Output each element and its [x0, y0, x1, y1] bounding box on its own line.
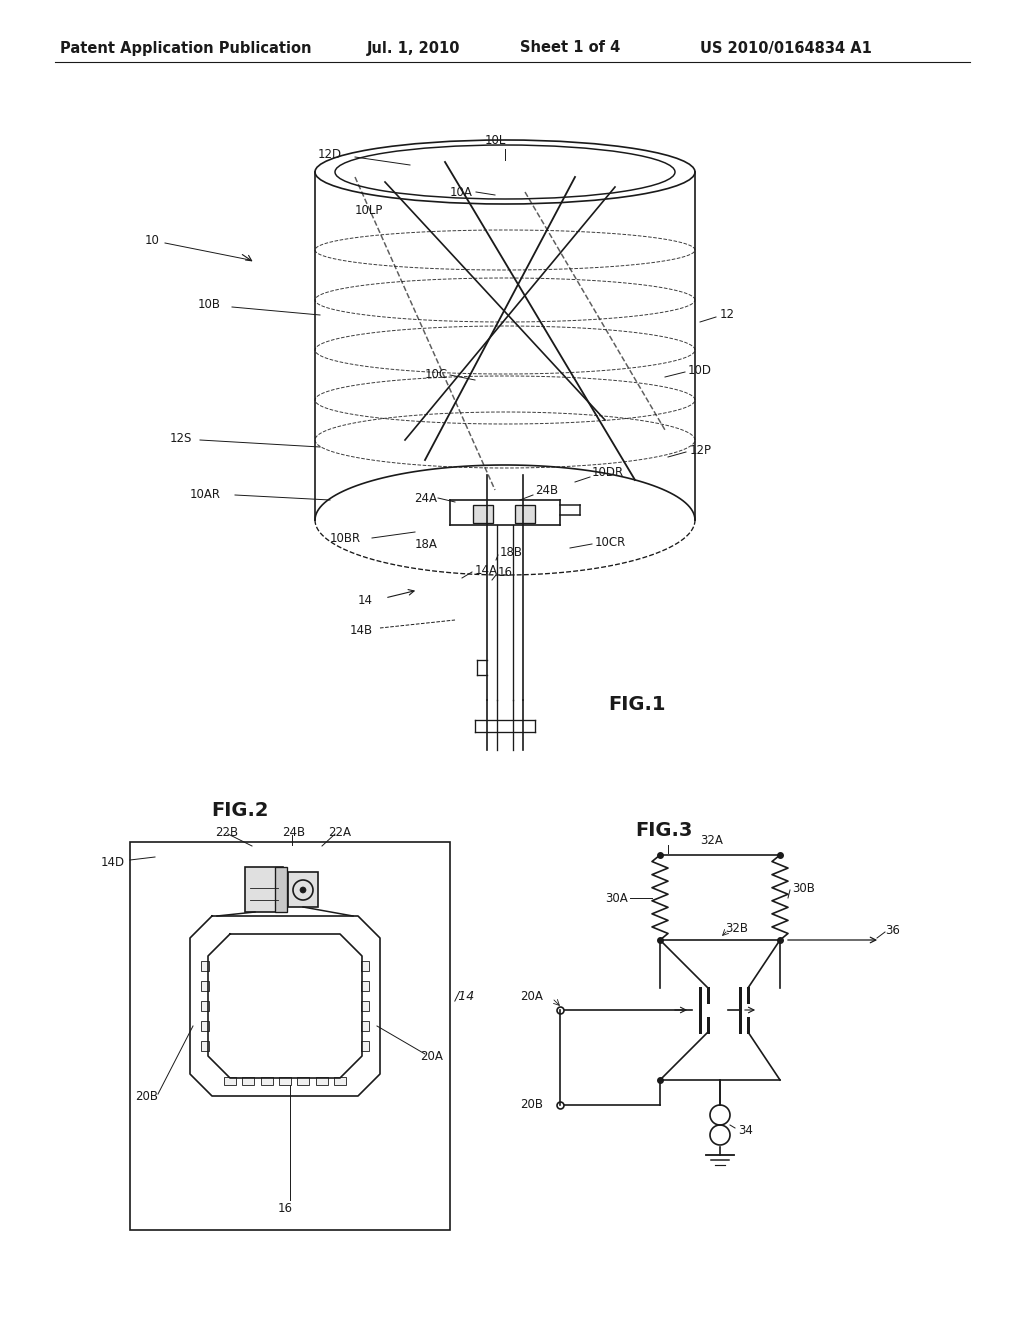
Text: Sheet 1 of 4: Sheet 1 of 4 [520, 41, 621, 55]
Text: 30B: 30B [792, 882, 815, 895]
Text: 24B: 24B [535, 483, 558, 496]
Bar [515, 506, 535, 523]
Text: 14D: 14D [101, 855, 125, 869]
Text: 12D: 12D [318, 149, 342, 161]
Bar [361, 981, 369, 991]
Text: 20B: 20B [520, 1098, 543, 1111]
Text: 24B: 24B [282, 825, 305, 838]
Bar [279, 1077, 291, 1085]
Text: 14B: 14B [350, 623, 373, 636]
Text: 12S: 12S [170, 432, 193, 445]
Text: 10: 10 [145, 234, 160, 247]
Bar [361, 1041, 369, 1051]
Bar [473, 506, 493, 523]
Bar [201, 961, 209, 972]
Text: 10AR: 10AR [190, 488, 221, 502]
Text: FIG.2: FIG.2 [211, 800, 268, 820]
Bar [201, 1001, 209, 1011]
Text: 10DR: 10DR [592, 466, 624, 479]
Bar [334, 1077, 346, 1085]
Circle shape [300, 887, 306, 894]
Text: FIG.3: FIG.3 [635, 821, 692, 840]
Text: 30A: 30A [605, 891, 628, 904]
Text: FIG.1: FIG.1 [608, 696, 666, 714]
Bar [201, 981, 209, 991]
Text: 10C: 10C [425, 368, 449, 381]
Bar [243, 1077, 254, 1085]
Bar [261, 1077, 272, 1085]
Text: 22B: 22B [215, 825, 239, 838]
Bar [361, 961, 369, 972]
Text: 32A: 32A [700, 834, 723, 847]
Bar [130, 842, 450, 1230]
Text: 20A: 20A [520, 990, 543, 1002]
Bar [245, 867, 283, 912]
Text: 32B: 32B [725, 921, 748, 935]
Text: 12P: 12P [690, 444, 712, 457]
Text: 18A: 18A [415, 539, 438, 552]
Bar [224, 1077, 236, 1085]
Text: /14: /14 [455, 990, 475, 1002]
Text: 10CR: 10CR [595, 536, 627, 549]
Text: 16: 16 [278, 1201, 293, 1214]
Text: 10L: 10L [484, 133, 506, 147]
Bar [201, 1041, 209, 1051]
Bar [361, 1001, 369, 1011]
Text: US 2010/0164834 A1: US 2010/0164834 A1 [700, 41, 871, 55]
Text: 10BR: 10BR [330, 532, 361, 544]
Text: 14: 14 [358, 594, 373, 606]
Bar [361, 1020, 369, 1031]
Text: 12: 12 [720, 309, 735, 322]
Text: 34: 34 [738, 1123, 753, 1137]
Bar [201, 1020, 209, 1031]
Text: 18B: 18B [500, 545, 523, 558]
Bar [275, 867, 287, 912]
Text: 10LP: 10LP [355, 203, 383, 216]
Text: 14A: 14A [475, 564, 498, 577]
Text: Patent Application Publication: Patent Application Publication [60, 41, 311, 55]
Text: 10A: 10A [450, 186, 473, 198]
Bar [315, 1077, 328, 1085]
Text: Jul. 1, 2010: Jul. 1, 2010 [367, 41, 461, 55]
Text: 10D: 10D [688, 363, 712, 376]
Bar [288, 873, 318, 907]
Text: 22A: 22A [328, 825, 351, 838]
Text: 20A: 20A [420, 1049, 442, 1063]
Text: 16: 16 [498, 565, 513, 578]
Text: 36: 36 [885, 924, 900, 936]
Text: 20B: 20B [135, 1089, 158, 1102]
Bar [297, 1077, 309, 1085]
Text: 24A: 24A [414, 491, 437, 504]
Text: 10B: 10B [198, 298, 221, 312]
